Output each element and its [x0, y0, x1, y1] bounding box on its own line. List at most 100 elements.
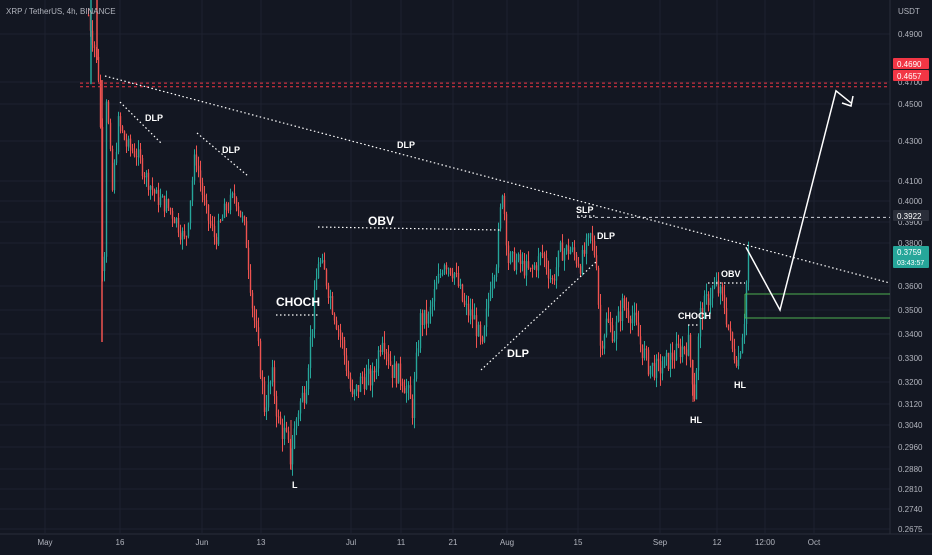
candle-body — [747, 249, 750, 283]
candle-body — [143, 175, 146, 178]
candle-body — [329, 296, 332, 298]
candle-body — [199, 170, 202, 183]
candle-body — [635, 312, 638, 323]
trend-line — [119, 101, 163, 145]
candle-body — [551, 277, 554, 280]
candle-body — [617, 311, 620, 322]
candle-body — [163, 195, 166, 212]
candle-body — [725, 308, 728, 325]
candle-body — [497, 228, 500, 268]
candle-body — [529, 267, 532, 269]
candle-body — [373, 370, 376, 373]
candle-body — [743, 323, 746, 338]
x-tick-label: 21 — [449, 538, 458, 547]
candle-body — [431, 301, 434, 307]
y-tick-label: 0.2880 — [898, 465, 923, 474]
candle-body — [359, 376, 362, 392]
candle-body — [137, 149, 140, 158]
annotation-label: SLP — [576, 205, 594, 215]
candle-body — [613, 339, 616, 342]
candle-body — [405, 388, 408, 394]
candle-body — [679, 345, 682, 357]
y-tick-label: 0.3800 — [898, 239, 923, 248]
y-tick-label: 0.3500 — [898, 306, 923, 315]
candle-body — [93, 44, 96, 48]
candle-body — [583, 249, 586, 254]
y-tick-label: 0.2740 — [898, 505, 923, 514]
candle-body — [545, 258, 548, 269]
candle-body — [169, 208, 172, 212]
candle-body — [463, 300, 466, 305]
candle-body — [663, 356, 666, 368]
candle-body — [653, 362, 656, 378]
candle-body — [281, 423, 284, 439]
candle-body — [587, 234, 590, 239]
candle-body — [207, 204, 210, 221]
candle-body — [563, 251, 566, 261]
candle-body — [437, 273, 440, 283]
candle-body — [167, 199, 170, 209]
candle-body — [499, 207, 502, 229]
candle-body — [593, 241, 596, 256]
x-tick-label: Sep — [653, 538, 668, 547]
candle-body — [147, 172, 150, 190]
candle-body — [303, 392, 306, 403]
candle-body — [553, 279, 556, 281]
candle-body — [445, 265, 448, 270]
candle-body — [479, 324, 482, 337]
candle-body — [185, 236, 188, 238]
candle-body — [481, 336, 484, 342]
candle-body — [649, 365, 652, 375]
candle-body — [165, 199, 168, 212]
candle-body — [627, 310, 630, 319]
candle-body — [473, 315, 476, 320]
candle-body — [295, 419, 298, 429]
candle-body — [539, 253, 542, 257]
candle-body — [305, 389, 308, 403]
candle-body — [239, 210, 242, 217]
candle-body — [729, 328, 732, 333]
candle-body — [637, 322, 640, 337]
candle-body — [677, 343, 680, 346]
candle-body — [527, 261, 530, 268]
candle-body — [413, 378, 416, 418]
candle-body — [523, 260, 526, 276]
y-tick-label: 0.3040 — [898, 421, 923, 430]
candle-body — [191, 180, 194, 201]
candle-body — [183, 230, 186, 237]
candle-body — [333, 314, 336, 321]
candle-body — [317, 263, 320, 279]
candle-body — [397, 363, 400, 384]
symbol-title: XRP / TetherUS, 4h, BINANCE — [6, 7, 116, 16]
annotation-label: CHOCH — [276, 295, 320, 309]
y-axis[interactable]: 0.4900 0.4700 0.4500 0.4300 0.4100 0.4000 0.39… — [893, 30, 929, 534]
candle-body — [273, 367, 276, 397]
candle-body — [197, 165, 200, 171]
candle-body — [661, 367, 664, 374]
candle-body — [113, 162, 116, 191]
candle-body — [477, 324, 480, 337]
candle-body — [151, 186, 154, 190]
annotation-label: CHOCH — [678, 311, 711, 321]
candle-body — [203, 195, 206, 201]
candle-body — [611, 325, 614, 342]
y-tick-label: 0.4900 — [898, 30, 923, 39]
candle-body — [299, 401, 302, 414]
y-tick-label: 0.3200 — [898, 378, 923, 387]
x-tick-label: May — [37, 538, 52, 547]
candle-body — [377, 350, 380, 369]
candle-body — [217, 220, 220, 245]
projection-arrowhead — [841, 95, 854, 107]
x-axis[interactable]: May 16 Jun 13 Jul 11 21 Aug 15 Sep 12 12:00 Oct — [37, 538, 821, 547]
candle-body — [657, 358, 660, 362]
candle-body — [699, 308, 702, 337]
trend-line — [196, 132, 249, 177]
candle-body — [179, 232, 182, 240]
annotation-label: DLP — [145, 113, 163, 123]
candle-body — [579, 266, 582, 274]
y-tick-label: 0.3900 — [898, 218, 923, 227]
candle-body — [503, 195, 506, 215]
